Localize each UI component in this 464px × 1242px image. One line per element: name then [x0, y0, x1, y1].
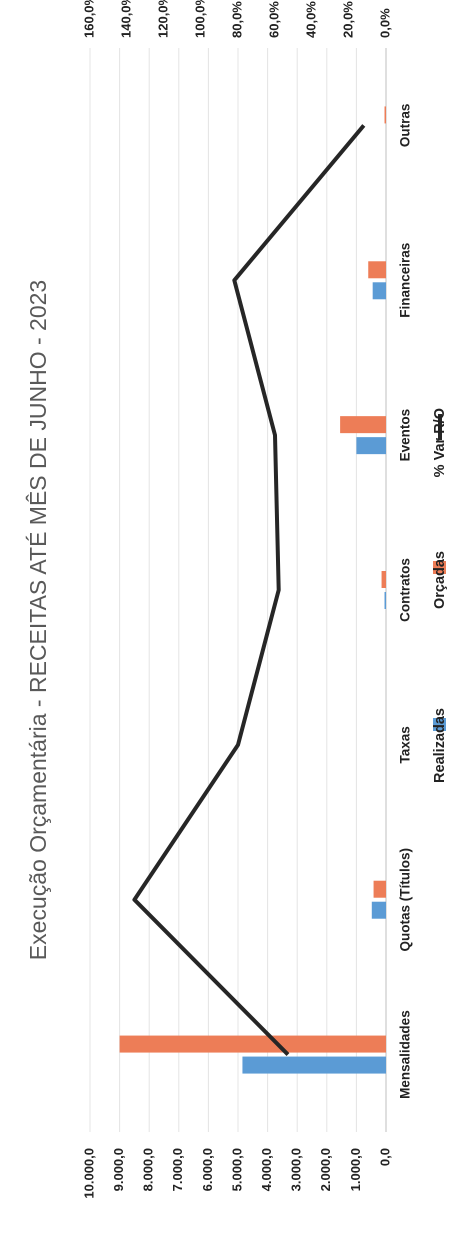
right-tick-label: 0,0% [377, 8, 392, 38]
bar-realizadas-contratos [384, 592, 386, 609]
right-tick-label: 80,0% [229, 1, 244, 38]
bar-orcadas-outras [384, 106, 386, 124]
category-label-taxas: Taxas [398, 726, 413, 763]
plot-area [89, 48, 387, 1132]
legend-label-orcadas: Orçadas [432, 551, 448, 609]
bar-realizadas-quotas-titulos [371, 901, 386, 919]
left-tick-label: 6.000,0 [200, 1148, 215, 1191]
right-tick-label: 60,0% [266, 1, 281, 38]
line-var-r-o [132, 124, 366, 1056]
left-tick-label: 7.000,0 [170, 1148, 185, 1191]
bar-realizadas-mensalidades [242, 1056, 386, 1074]
category-label-contratos: Contratos [398, 558, 413, 622]
right-axis-ticks: 0,0% 20,0% 40,0% 60,0% 80,0% 100,0% 120,0% 140,… [81, 0, 392, 38]
category-label-eventos: Eventos [398, 409, 413, 462]
left-tick-label: 2.000,0 [318, 1148, 333, 1191]
bar-realizadas-eventos [356, 437, 386, 455]
category-label-mensalidades: Mensalidades [398, 1010, 413, 1099]
legend: Realizadas Orçadas % Var R/O [432, 408, 448, 783]
right-tick-label: 160,0% [81, 0, 96, 38]
left-tick-label: 5.000,0 [229, 1148, 244, 1191]
left-tick-label: 9.000,0 [111, 1148, 126, 1191]
left-tick-label: 1.000,0 [348, 1148, 363, 1191]
legend-label-var-r-o: % Var R/O [432, 408, 448, 477]
left-tick-label: 3.000,0 [289, 1148, 304, 1191]
bar-orcadas-contratos [381, 571, 386, 588]
right-tick-label: 120,0% [155, 0, 170, 38]
left-tick-label: 0,0 [377, 1148, 392, 1166]
left-tick-label: 4.000,0 [259, 1148, 274, 1191]
right-tick-label: 100,0% [192, 0, 207, 38]
right-tick-label: 20,0% [340, 1, 355, 38]
left-tick-label: 8.000,0 [141, 1148, 156, 1191]
category-label-quotas-titulos: Quotas (Títulos) [398, 848, 413, 952]
bar-orcadas-quotas-titulos [373, 880, 386, 898]
legend-swatch-realizadas [433, 718, 446, 731]
left-axis-ticks: 0,0 1.000,0 2.000,0 3.000,0 4.000,0 5.000,0 6.… [81, 1148, 392, 1199]
right-tick-label: 140,0% [118, 0, 133, 38]
category-label-outras: Outras [398, 104, 413, 148]
legend-swatch-orcadas [433, 561, 446, 574]
chart-title: Execução Orçamentária - RECEITAS ATÉ MÊS… [25, 280, 51, 960]
right-tick-label: 40,0% [303, 1, 318, 38]
bar-orcadas-eventos [340, 416, 386, 434]
category-labels: Mensalidades Quotas (Títulos) Taxas Contrat… [398, 104, 413, 1099]
bar-orcadas-financeiras [368, 261, 386, 279]
legend-label-realizadas: Realizadas [432, 708, 448, 783]
bar-realizadas-financeiras [372, 282, 386, 300]
category-label-financeiras: Financeiras [398, 243, 413, 318]
left-tick-label: 10.000,0 [81, 1148, 96, 1199]
bar-orcadas-mensalidades [119, 1035, 386, 1053]
